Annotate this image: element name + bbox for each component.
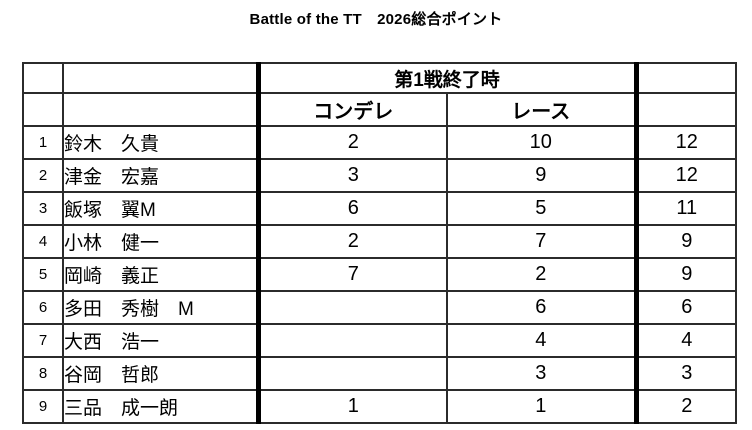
rank-cell: 2 (22, 158, 64, 193)
condele-cell: 6 (255, 191, 448, 226)
table-row: 9 三品 成一朗 1 1 2 (22, 389, 738, 424)
table-row: 8 谷岡 哲郎 3 3 (22, 356, 738, 391)
total-cell: 12 (633, 158, 738, 193)
total-cell: 9 (633, 224, 738, 259)
total-cell: 2 (633, 389, 738, 424)
race-cell: 2 (445, 257, 638, 292)
condele-cell: 3 (255, 158, 448, 193)
table-row: 3 飯塚 翼M 6 5 11 (22, 191, 738, 226)
race-cell: 1 (445, 389, 638, 424)
total-cell: 12 (633, 125, 738, 160)
table-row: 5 岡崎 義正 7 2 9 (22, 257, 738, 292)
condele-column-header: コンデレ (255, 92, 448, 127)
round-group-header: 第1戦終了時 (255, 62, 638, 94)
total-cell: 11 (633, 191, 738, 226)
name-cell: 鈴木 久貴 (62, 125, 259, 160)
total-header-empty (633, 92, 738, 127)
rank-cell: 1 (22, 125, 64, 160)
header-row-columns: コンデレ レース (22, 92, 738, 127)
table-row: 7 大西 浩一 4 4 (22, 323, 738, 358)
race-column-header: レース (445, 92, 638, 127)
total-cell: 9 (633, 257, 738, 292)
name-cell: 多田 秀樹 M (62, 290, 259, 325)
name-cell: 小林 健一 (62, 224, 259, 259)
total-cell: 6 (633, 290, 738, 325)
table-row: 2 津金 宏嘉 3 9 12 (22, 158, 738, 193)
race-cell: 4 (445, 323, 638, 358)
rank-cell: 5 (22, 257, 64, 292)
table-row: 4 小林 健一 2 7 9 (22, 224, 738, 259)
total-cell: 4 (633, 323, 738, 358)
rank-cell: 9 (22, 389, 64, 424)
condele-cell (255, 290, 448, 325)
table-row: 1 鈴木 久貴 2 10 12 (22, 125, 738, 160)
rank-cell: 4 (22, 224, 64, 259)
name-cell: 飯塚 翼M (62, 191, 259, 226)
rank-cell: 7 (22, 323, 64, 358)
race-cell: 3 (445, 356, 638, 391)
name-header-empty (62, 62, 259, 94)
name-cell: 谷岡 哲郎 (62, 356, 259, 391)
name-header-empty (62, 92, 259, 127)
name-cell: 岡崎 義正 (62, 257, 259, 292)
condele-cell: 1 (255, 389, 448, 424)
rank-header-empty (22, 92, 64, 127)
name-cell: 大西 浩一 (62, 323, 259, 358)
standings-table: 第1戦終了時 コンデレ レース 1 鈴木 久貴 2 10 12 2 津金 宏嘉 3 9 12 3 飯塚… (22, 62, 738, 424)
condele-cell (255, 323, 448, 358)
total-cell: 3 (633, 356, 738, 391)
condele-cell: 7 (255, 257, 448, 292)
race-cell: 9 (445, 158, 638, 193)
race-cell: 6 (445, 290, 638, 325)
race-cell: 5 (445, 191, 638, 226)
page-title: Battle of the TT 2026総合ポイント (249, 11, 503, 28)
name-cell: 津金 宏嘉 (62, 158, 259, 193)
race-cell: 7 (445, 224, 638, 259)
race-cell: 10 (445, 125, 638, 160)
total-header-empty (633, 62, 738, 94)
rank-cell: 6 (22, 290, 64, 325)
rank-cell: 8 (22, 356, 64, 391)
condele-cell: 2 (255, 125, 448, 160)
rank-cell: 3 (22, 191, 64, 226)
header-row-group: 第1戦終了時 (22, 62, 738, 94)
condele-cell (255, 356, 448, 391)
rank-header-empty (22, 62, 64, 94)
name-cell: 三品 成一朗 (62, 389, 259, 424)
condele-cell: 2 (255, 224, 448, 259)
